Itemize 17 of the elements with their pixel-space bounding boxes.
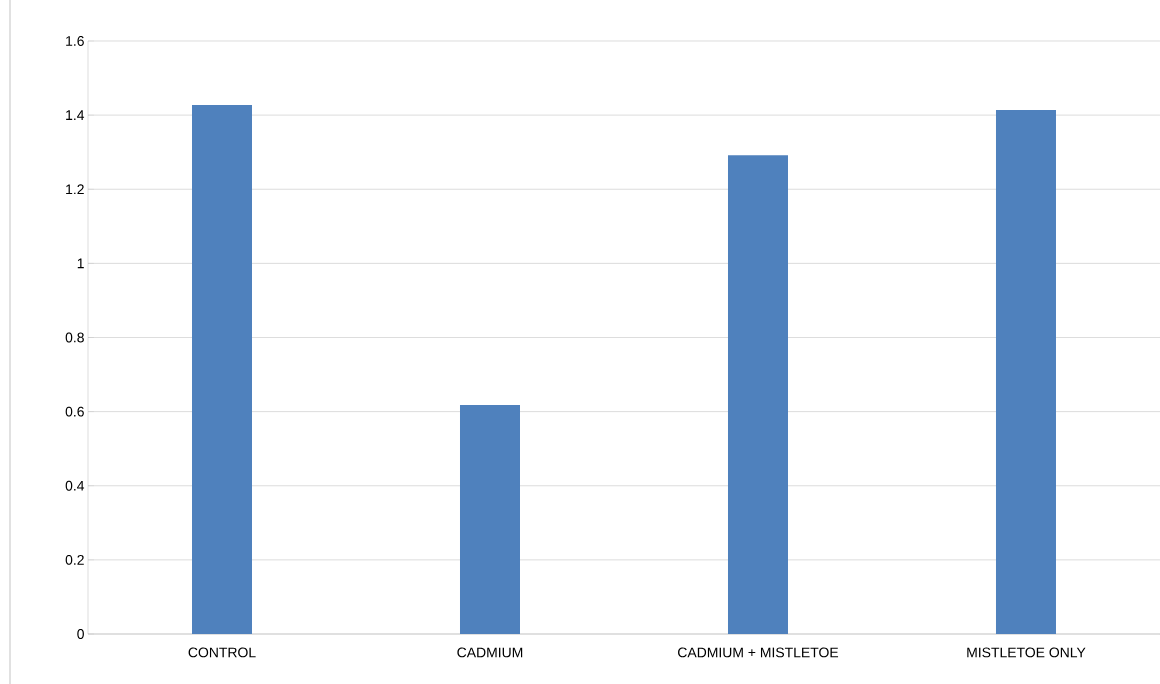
bar [995, 109, 1056, 634]
y-tick-label: 1.4 [66, 110, 85, 120]
y-tick-label: 0 [77, 629, 84, 639]
y-tick-label: 0.4 [65, 480, 85, 491]
y-tick-label: 1 [77, 258, 84, 269]
bar [459, 404, 520, 634]
x-tick-label: MISTLETOE ONLY [967, 647, 1086, 658]
bar [727, 155, 788, 634]
x-tick-label: CADMIUM + MISTLETOE [678, 647, 839, 658]
y-tick-label: 0.6 [65, 406, 84, 417]
y-tick-label: 0.2 [65, 554, 84, 565]
y-tick-label: 0.8 [65, 332, 84, 343]
x-tick-label: CONTROL [188, 647, 256, 658]
y-tick-label: 1.6 [66, 36, 84, 46]
bar [192, 105, 252, 634]
x-tick-label: CADMIUM [457, 647, 523, 658]
y-tick-label: 1.2 [66, 184, 84, 195]
